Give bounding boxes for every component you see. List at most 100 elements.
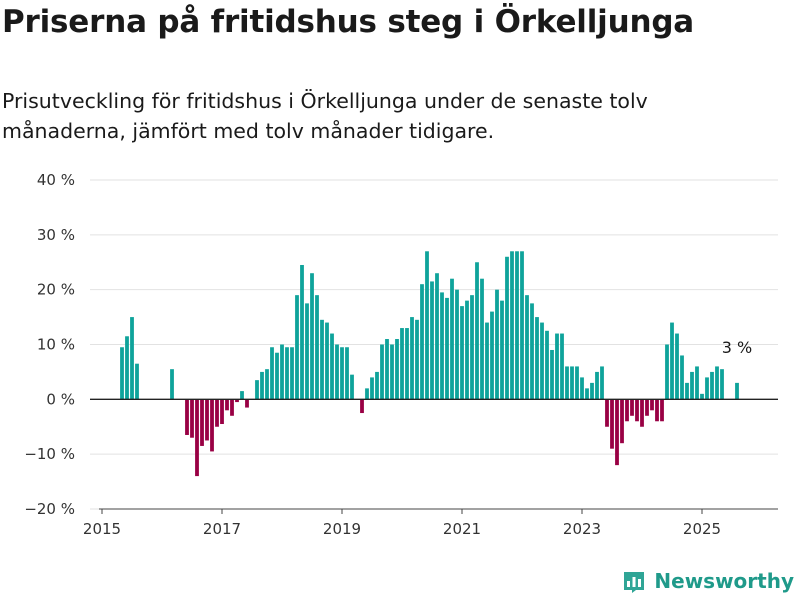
bar — [360, 399, 364, 414]
bar — [135, 363, 139, 400]
bar — [305, 303, 309, 400]
bar — [665, 344, 669, 400]
bar — [325, 322, 329, 400]
bar — [540, 322, 544, 400]
chart-title: Priserna på fritidshus steg i Örkelljung… — [2, 4, 695, 40]
bar — [435, 273, 439, 400]
bar — [245, 399, 249, 408]
bar — [615, 399, 619, 466]
bar — [520, 251, 524, 400]
bar — [690, 371, 694, 400]
bar — [370, 377, 374, 400]
bar — [535, 317, 539, 400]
gridlines — [90, 179, 778, 510]
bar — [630, 399, 634, 416]
bar — [620, 399, 624, 444]
bar — [235, 399, 239, 403]
bar — [300, 264, 304, 400]
bar — [240, 391, 244, 400]
bar — [655, 399, 659, 422]
bar — [395, 339, 399, 400]
y-tick-label: 0 % — [46, 390, 75, 408]
y-tick-label: −10 % — [24, 445, 75, 463]
bar — [410, 317, 414, 400]
bar — [380, 344, 384, 400]
bar — [280, 344, 284, 400]
bar — [335, 344, 339, 400]
bar — [530, 303, 534, 400]
bar — [130, 317, 134, 400]
annotations: 3 % — [722, 338, 752, 357]
bar — [680, 355, 684, 400]
bar — [545, 330, 549, 400]
bar — [700, 393, 704, 400]
bar — [455, 289, 459, 400]
brand-name: Newsworthy — [654, 569, 794, 593]
bar — [660, 399, 664, 422]
bar — [390, 344, 394, 400]
bar — [485, 322, 489, 400]
bar — [310, 273, 314, 400]
bar — [285, 347, 289, 400]
bar — [675, 333, 679, 400]
bar — [345, 347, 349, 400]
bar — [230, 399, 234, 416]
bar — [645, 399, 649, 416]
bar — [650, 399, 654, 411]
bar — [330, 333, 334, 400]
bar — [605, 399, 609, 427]
bar — [510, 251, 514, 400]
x-tick-label: 2021 — [443, 520, 481, 538]
bar — [635, 399, 639, 422]
bar — [260, 371, 264, 400]
bar — [495, 289, 499, 400]
bar — [460, 306, 464, 400]
bar — [320, 319, 324, 400]
bar — [405, 328, 409, 400]
bar — [735, 382, 739, 400]
bar — [465, 300, 469, 400]
bar-chart: −20 % −10 % 0 % 10 % 20 % 30 % 40 % 2015 2017 201… — [24, 171, 778, 538]
bar — [590, 382, 594, 400]
bar — [515, 251, 519, 400]
axes: −20 % −10 % 0 % 10 % 20 % 30 % 40 % 2015 2017 201… — [24, 171, 778, 538]
bar — [720, 369, 724, 400]
bar — [480, 278, 484, 400]
x-tick-label: 2023 — [563, 520, 601, 538]
bar-series — [120, 251, 739, 477]
bar — [195, 399, 199, 477]
y-tick-label: 30 % — [37, 226, 75, 244]
bar — [425, 251, 429, 400]
y-tick-label: 40 % — [37, 171, 75, 189]
bar — [555, 333, 559, 400]
bar — [270, 347, 274, 400]
bar — [400, 328, 404, 400]
bar — [120, 347, 124, 400]
bar — [440, 292, 444, 400]
bar — [185, 399, 189, 435]
bar — [625, 399, 629, 422]
bar — [200, 399, 204, 446]
bar — [420, 284, 424, 400]
bar — [125, 336, 129, 400]
bar — [205, 399, 209, 441]
data-label: 3 % — [722, 338, 752, 357]
bar — [600, 366, 604, 400]
bar — [575, 366, 579, 400]
bar — [340, 347, 344, 400]
bar — [565, 366, 569, 400]
bar — [385, 339, 389, 400]
bar — [640, 399, 644, 427]
bar — [490, 311, 494, 400]
bar — [705, 377, 709, 400]
bar — [225, 399, 229, 411]
bar — [275, 352, 279, 400]
brand-logo: Newsworthy — [622, 568, 794, 594]
bar — [670, 322, 674, 400]
bar — [450, 278, 454, 400]
bar — [445, 297, 449, 400]
bar — [685, 382, 689, 400]
chart-subtitle: Prisutveckling för fritidshus i Örkellju… — [2, 89, 648, 143]
bar — [255, 380, 259, 400]
bar — [710, 371, 714, 400]
